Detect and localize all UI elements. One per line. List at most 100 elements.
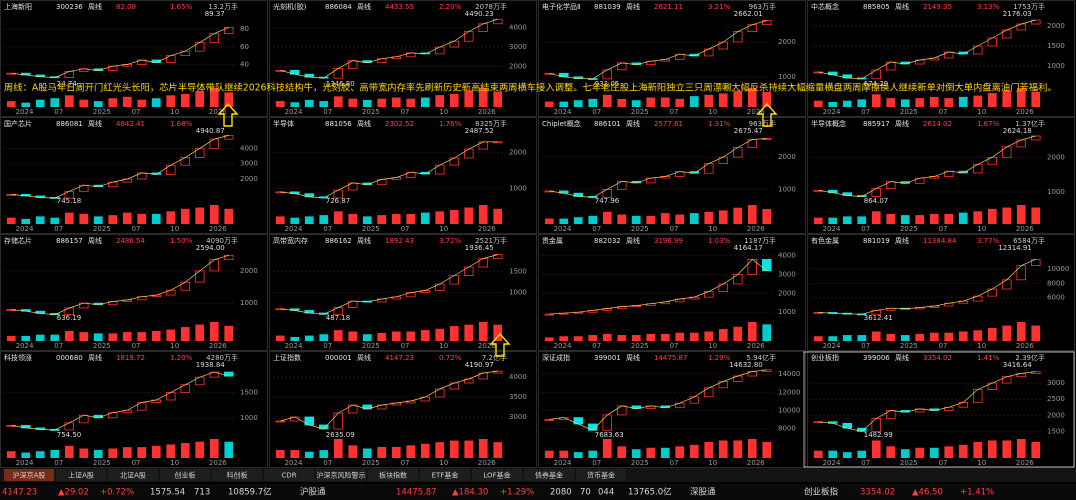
tab[interactable]: 北证A股: [108, 469, 158, 481]
stock-panel[interactable]: 深证成指 399001 周线 14475.87 1.29% 5.94亿手 8000 10000…: [538, 351, 806, 468]
volume-bar: [6, 101, 16, 107]
volume-bar: [122, 332, 132, 341]
low-label: 745.18: [57, 197, 82, 205]
tab-label[interactable]: 北证A股: [120, 472, 146, 480]
stock-panel[interactable]: 上海新阳 300236 周线 82.08 1.65% 13.2万手 40 60 80 89.37 2…: [0, 0, 268, 117]
stock-panel[interactable]: 光刻机(胶) 886084 周线 4433.55 2.20% 2078万手 2000 3000…: [269, 0, 537, 117]
tab[interactable]: LOF基金: [472, 469, 522, 481]
stock-panel[interactable]: 国产芯片 886081 周线 4842.41 1.68% 2000 3000 4000 4940…: [0, 117, 268, 234]
tab-label[interactable]: 货币基金: [587, 471, 615, 480]
tab[interactable]: 货币基金: [576, 469, 626, 481]
x-axis-label: 2024: [16, 459, 34, 467]
x-axis-label: 07: [132, 342, 141, 350]
tab-box[interactable]: [160, 469, 210, 481]
tab-box[interactable]: [368, 469, 418, 481]
volume-bar: [180, 93, 190, 107]
volume-bar: [348, 331, 358, 341]
panel-change: 1.65%: [170, 3, 193, 11]
panel-code: 882032: [594, 237, 621, 245]
volume-bar: [21, 452, 31, 458]
volume-bar: [420, 212, 430, 224]
volume-bar: [406, 445, 416, 458]
stock-panel[interactable]: 电子化学品Ⅱ 881039 周线 2621.11 3.21% 963万手 1000 2000 2…: [538, 0, 806, 117]
tab[interactable]: 沪深京A股: [4, 469, 54, 481]
panel-price: 4147.23: [385, 354, 414, 362]
candle: [762, 259, 772, 272]
volume-bar: [333, 211, 343, 224]
tab[interactable]: 债券基金: [524, 469, 574, 481]
volume-bar: [435, 211, 445, 224]
stock-panel[interactable]: 贵金属 882032 周线 3196.99 1.03% 1187万手 1000 2000 300…: [538, 234, 806, 351]
volume-bar: [348, 98, 358, 107]
tab-box[interactable]: [576, 469, 626, 481]
volume-bar: [718, 93, 728, 107]
stock-panel[interactable]: 科技领涨 000680 周线 1819.72 1.20% 4280万手 1000 1500 19…: [0, 351, 268, 468]
stock-panel[interactable]: 半导体概念 885917 周线 2614.02 1.67% 1.37亿手 1000 2000 2…: [807, 117, 1075, 234]
stock-panel[interactable]: 存储芯片 886157 周线 2486.54 1.50% 4090万手 1000 2000 25…: [0, 234, 268, 351]
tab-label[interactable]: 沪深京风险警示: [317, 471, 366, 480]
stock-panel[interactable]: 中芯概念 885805 周线 2149.35 3.13% 1753万手 1000 1500 20…: [807, 0, 1075, 117]
y-tick-label: 1000: [778, 308, 796, 316]
panel-period: 周线: [626, 119, 640, 128]
low-label: 1482.99: [864, 431, 893, 439]
volume-bar: [137, 213, 147, 224]
stock-panel[interactable]: 高带宽内存 886162 周线 1892.43 3.72% 2521万手 1000 1500 1…: [269, 234, 537, 351]
panel-period: 周线: [88, 236, 102, 245]
tab-label[interactable]: 创业板: [175, 471, 196, 480]
tab-label[interactable]: LOF基金: [483, 471, 510, 480]
x-axis-label: 2024: [285, 459, 303, 467]
candle: [544, 419, 555, 421]
tab-box[interactable]: [56, 469, 106, 481]
tab[interactable]: CDR: [264, 469, 314, 481]
tab-box[interactable]: [264, 469, 314, 481]
tab-box[interactable]: [212, 469, 262, 481]
tab-box[interactable]: [108, 469, 158, 481]
tab[interactable]: 沪深京风险警示: [316, 469, 366, 481]
stock-panel[interactable]: 上证指数 000001 周线 4147.23 0.72% 7.2亿手 3000 3500 400…: [269, 351, 537, 468]
panel-change: 3.72%: [439, 237, 462, 245]
tab[interactable]: 创业板: [160, 469, 210, 481]
stock-panel[interactable]: 创业板指 399006 周线 3354.02 1.41% 2.39亿手 1500 2000 25…: [807, 351, 1075, 468]
status-item: 1575.54: [150, 488, 185, 498]
volume-bar: [646, 215, 656, 224]
tab-label[interactable]: 上证A股: [68, 471, 94, 480]
tab-label[interactable]: ETF基金: [432, 471, 459, 480]
x-axis-label: 2026: [747, 459, 765, 467]
y-tick-label: 2000: [509, 62, 527, 70]
tab[interactable]: 板块指数: [368, 469, 418, 481]
x-axis-label: 2026: [747, 225, 765, 233]
tab-label[interactable]: 债券基金: [535, 471, 563, 480]
volume-bar: [478, 439, 488, 458]
tab[interactable]: 上证A股: [56, 469, 106, 481]
tab-box[interactable]: [524, 469, 574, 481]
tab-label[interactable]: 科创板: [227, 471, 248, 480]
volume-bar: [391, 213, 401, 224]
volume-bar: [180, 443, 190, 458]
tab-box[interactable]: [420, 469, 470, 481]
tab-label[interactable]: 板块指数: [379, 471, 407, 480]
stock-panel[interactable]: 半导体 881056 周线 2302.52 1.76% 8325万手 1000 2000 248…: [269, 117, 537, 234]
tab-box[interactable]: [472, 469, 522, 481]
high-label: 2675.47: [734, 127, 763, 135]
volume-bar: [420, 97, 430, 107]
volume-bar: [377, 332, 387, 341]
volume-bar: [660, 97, 670, 107]
volume-bar: [958, 212, 968, 224]
tab-box[interactable]: [4, 469, 54, 481]
tab[interactable]: ETF基金: [420, 469, 470, 481]
stock-panel[interactable]: Chiplet概念 886101 周线 2577.61 1.31% 963万手100020…: [538, 117, 806, 234]
tab-label[interactable]: CDR: [281, 472, 296, 480]
stock-panel[interactable]: 有色金属 881019 周线 11384.84 3.77% 6584万手 6000 8000 1…: [807, 234, 1075, 351]
volume-bar: [617, 335, 627, 341]
x-axis-label: 07: [54, 459, 63, 467]
high-label: 14632.80: [729, 361, 762, 369]
volume-bar: [842, 335, 852, 341]
tab-box[interactable]: [316, 469, 366, 481]
volume-bar: [64, 330, 74, 341]
volume-bar: [733, 207, 743, 224]
x-axis-label: 07: [401, 459, 410, 467]
volume-bar: [675, 214, 685, 224]
volume-bar: [813, 100, 823, 107]
tab-label[interactable]: 沪深京A股: [13, 471, 46, 480]
tab[interactable]: 科创板: [212, 469, 262, 481]
